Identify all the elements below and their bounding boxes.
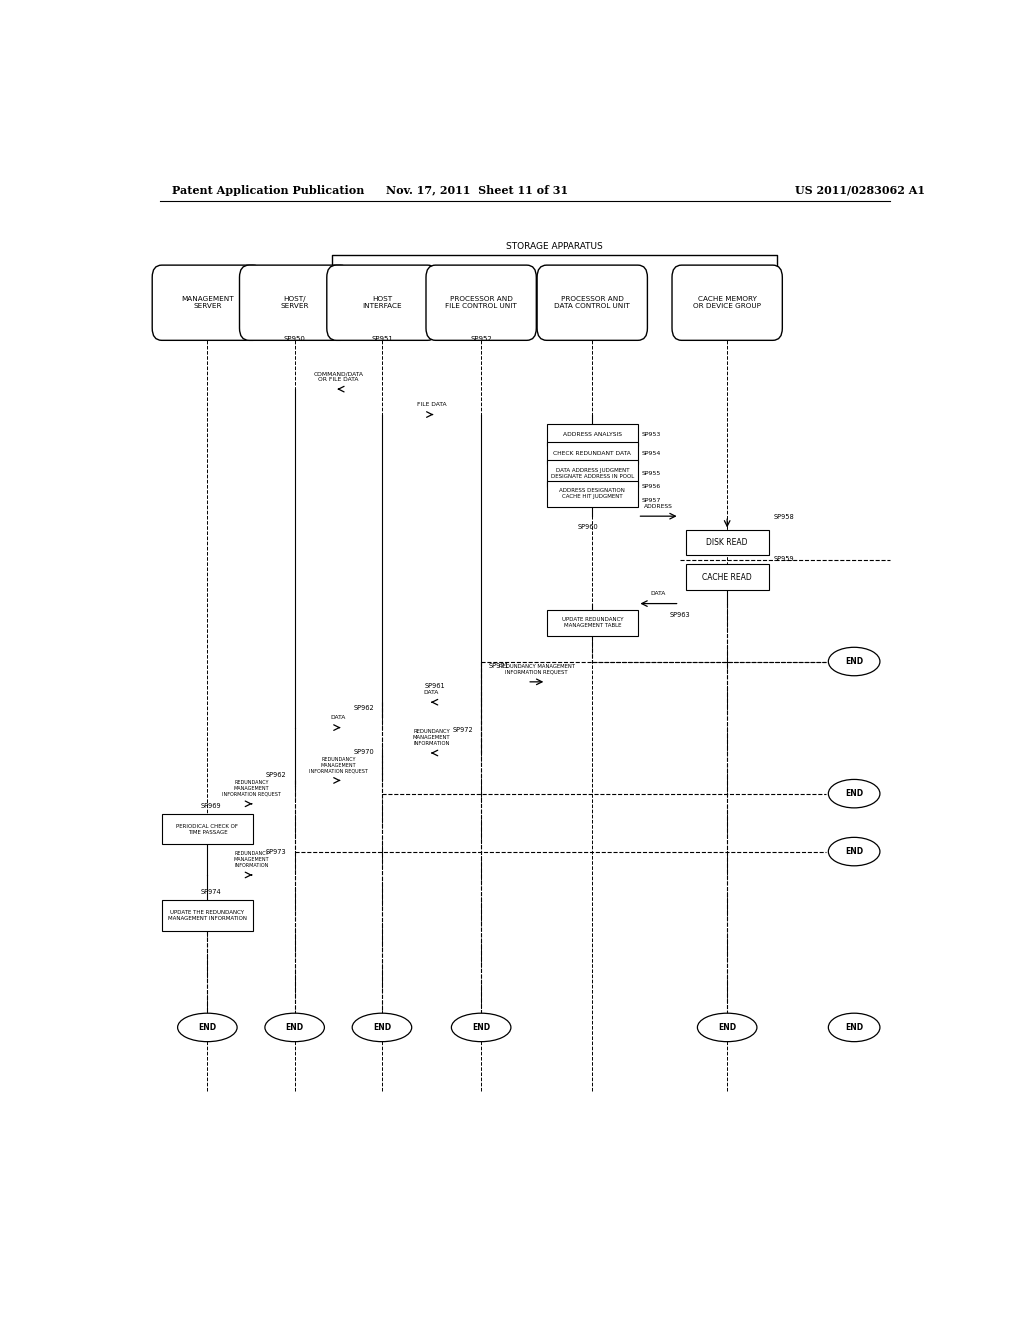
- Ellipse shape: [828, 647, 880, 676]
- Ellipse shape: [828, 1014, 880, 1041]
- Text: FILE DATA: FILE DATA: [417, 403, 446, 408]
- Text: SP970: SP970: [353, 748, 374, 755]
- Ellipse shape: [828, 779, 880, 808]
- FancyBboxPatch shape: [672, 265, 782, 341]
- Text: DATA: DATA: [331, 715, 346, 721]
- Text: END: END: [845, 847, 863, 857]
- FancyBboxPatch shape: [685, 529, 769, 556]
- FancyBboxPatch shape: [538, 265, 647, 341]
- FancyBboxPatch shape: [547, 424, 638, 446]
- Text: REDUNDANCY
MANAGEMENT
INFORMATION REQUEST: REDUNDANCY MANAGEMENT INFORMATION REQUES…: [309, 756, 368, 774]
- Text: END: END: [845, 1023, 863, 1032]
- FancyBboxPatch shape: [547, 461, 638, 487]
- Text: Nov. 17, 2011  Sheet 11 of 31: Nov. 17, 2011 Sheet 11 of 31: [386, 185, 568, 195]
- Text: REDUNDANCY
MANAGEMENT
INFORMATION REQUEST: REDUNDANCY MANAGEMENT INFORMATION REQUES…: [222, 780, 282, 797]
- Ellipse shape: [352, 1014, 412, 1041]
- Ellipse shape: [265, 1014, 325, 1041]
- Text: UPDATE THE REDUNDANCY
MANAGEMENT INFORMATION: UPDATE THE REDUNDANCY MANAGEMENT INFORMA…: [168, 911, 247, 921]
- Text: SP962: SP962: [266, 772, 287, 779]
- Text: SP959: SP959: [773, 556, 794, 562]
- FancyBboxPatch shape: [162, 814, 253, 845]
- Text: SP972: SP972: [453, 727, 473, 733]
- Text: FIG. 11: FIG. 11: [172, 285, 251, 304]
- FancyBboxPatch shape: [162, 900, 253, 931]
- FancyBboxPatch shape: [327, 265, 437, 341]
- Text: SP957: SP957: [641, 499, 660, 503]
- Text: SP971: SP971: [489, 663, 510, 669]
- Text: PERIODICAL CHECK OF
TIME PASSAGE: PERIODICAL CHECK OF TIME PASSAGE: [176, 824, 239, 834]
- Text: HOST
INTERFACE: HOST INTERFACE: [362, 296, 401, 309]
- Text: END: END: [199, 1023, 216, 1032]
- Text: SP950: SP950: [284, 337, 305, 342]
- Text: SP961: SP961: [425, 682, 445, 689]
- Text: SP960: SP960: [578, 524, 599, 531]
- Text: SP955: SP955: [641, 471, 660, 477]
- Ellipse shape: [697, 1014, 757, 1041]
- Text: US 2011/0283062 A1: US 2011/0283062 A1: [795, 185, 925, 195]
- Text: SP952: SP952: [470, 337, 492, 342]
- Text: SP956: SP956: [641, 484, 660, 490]
- Text: COMMAND/DATA
OR FILE DATA: COMMAND/DATA OR FILE DATA: [313, 371, 364, 381]
- Text: CACHE MEMORY
OR DEVICE GROUP: CACHE MEMORY OR DEVICE GROUP: [693, 296, 761, 309]
- Text: SP963: SP963: [670, 611, 690, 618]
- Ellipse shape: [177, 1014, 238, 1041]
- Text: PROCESSOR AND
FILE CONTROL UNIT: PROCESSOR AND FILE CONTROL UNIT: [445, 296, 517, 309]
- Text: STORAGE APPARATUS: STORAGE APPARATUS: [506, 242, 603, 251]
- FancyBboxPatch shape: [426, 265, 537, 341]
- Text: REDUNDANCY
MANAGEMENT
INFORMATION: REDUNDANCY MANAGEMENT INFORMATION: [234, 851, 269, 867]
- Text: END: END: [286, 1023, 304, 1032]
- FancyBboxPatch shape: [547, 442, 638, 465]
- Text: SP974: SP974: [201, 890, 222, 895]
- Text: UPDATE REDUNDANCY
MANAGEMENT TABLE: UPDATE REDUNDANCY MANAGEMENT TABLE: [561, 618, 623, 628]
- Text: SP951: SP951: [371, 337, 393, 342]
- Text: SP953: SP953: [641, 433, 660, 437]
- FancyBboxPatch shape: [153, 265, 262, 341]
- Text: Patent Application Publication: Patent Application Publication: [172, 185, 364, 195]
- FancyBboxPatch shape: [685, 565, 769, 590]
- Text: SP958: SP958: [773, 515, 794, 520]
- Ellipse shape: [828, 837, 880, 866]
- Text: HOST/
SERVER: HOST/ SERVER: [281, 296, 309, 309]
- Text: END: END: [373, 1023, 391, 1032]
- Text: END: END: [718, 1023, 736, 1032]
- Text: END: END: [472, 1023, 490, 1032]
- FancyBboxPatch shape: [547, 480, 638, 507]
- Text: REDUNDANCY MANAGEMENT
INFORMATION REQUEST: REDUNDANCY MANAGEMENT INFORMATION REQUES…: [499, 664, 574, 675]
- Text: SP962: SP962: [353, 705, 374, 711]
- Text: PROCESSOR AND
DATA CONTROL UNIT: PROCESSOR AND DATA CONTROL UNIT: [554, 296, 630, 309]
- Text: DATA: DATA: [651, 591, 667, 597]
- Text: DATA: DATA: [424, 690, 439, 696]
- Text: SP969: SP969: [201, 803, 221, 809]
- Text: CHECK REDUNDANT DATA: CHECK REDUNDANT DATA: [553, 450, 631, 455]
- Text: DATA ADDRESS JUDGMENT
DESIGNATE ADDRESS IN POOL: DATA ADDRESS JUDGMENT DESIGNATE ADDRESS …: [551, 469, 634, 479]
- Text: ADDRESS DESIGNATION
CACHE HIT JUDGMENT: ADDRESS DESIGNATION CACHE HIT JUDGMENT: [559, 488, 626, 499]
- FancyBboxPatch shape: [240, 265, 350, 341]
- FancyBboxPatch shape: [547, 610, 638, 636]
- Text: CACHE READ: CACHE READ: [702, 573, 752, 582]
- Text: SP954: SP954: [641, 450, 660, 455]
- Text: DISK READ: DISK READ: [707, 539, 748, 546]
- Text: REDUNDANCY
MANAGEMENT
INFORMATION: REDUNDANCY MANAGEMENT INFORMATION: [413, 729, 451, 746]
- Text: SP973: SP973: [266, 849, 287, 854]
- Text: MANAGEMENT
SERVER: MANAGEMENT SERVER: [181, 296, 233, 309]
- Text: END: END: [845, 789, 863, 799]
- Text: ADDRESS: ADDRESS: [644, 504, 673, 510]
- Text: END: END: [845, 657, 863, 667]
- Ellipse shape: [452, 1014, 511, 1041]
- Text: ADDRESS ANALYSIS: ADDRESS ANALYSIS: [563, 433, 622, 437]
